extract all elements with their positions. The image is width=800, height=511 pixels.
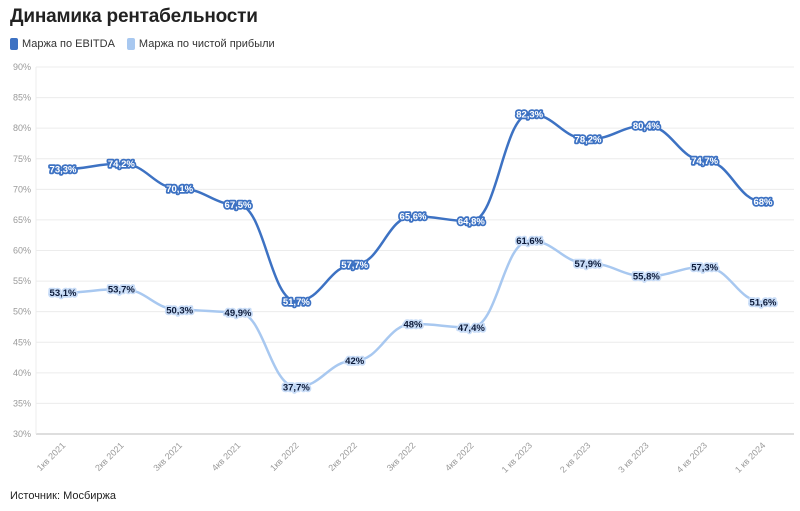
y-tick-label: 45% (13, 337, 31, 347)
data-label-net-profit: 57,9% (575, 259, 602, 270)
legend-label-net-profit: Маржа по чистой прибыли (138, 38, 275, 50)
y-tick-label: 30% (13, 429, 31, 439)
data-label-net-profit: 37,7% (283, 382, 310, 393)
x-tick-label: 4кв 2021 (210, 440, 243, 473)
data-label-net-profit: 53,7% (108, 285, 135, 296)
data-label-net-profit: 42% (345, 356, 365, 367)
line-chart: 30%35%40%45%50%55%60%65%70%75%80%85%90% … (13, 62, 794, 475)
data-label-ebitda: 68% (753, 197, 773, 208)
data-label-net-profit: 50,3% (166, 305, 193, 316)
legend-swatch-ebitda (10, 38, 18, 50)
y-tick-label: 85% (13, 93, 31, 103)
data-label-ebitda: 65,6% (400, 212, 427, 223)
x-tick-label: 4 кв 2023 (675, 440, 709, 474)
y-tick-label: 40% (13, 368, 31, 378)
data-label-net-profit: 55,8% (633, 272, 660, 283)
data-label-net-profit: 48% (403, 319, 423, 330)
legend-label-ebitda: Маржа по EBITDA (22, 38, 115, 50)
y-tick-label: 50% (13, 307, 31, 317)
data-label-ebitda: 70,1% (166, 184, 193, 195)
data-label-ebitda: 51,7% (283, 297, 310, 308)
x-axis: 1кв 2021 2кв 2021 3кв 2021 4кв 2021 1кв 2022… (35, 440, 768, 474)
series-line-net-profit (61, 239, 765, 389)
x-tick-label: 2 кв 2023 (558, 440, 592, 474)
data-label-ebitda: 64,8% (458, 217, 485, 228)
data-label-ebitda: 80,4% (633, 121, 660, 132)
y-tick-label: 65% (13, 215, 31, 225)
data-label-net-profit: 49,9% (225, 308, 252, 319)
chart-title: Динамика рентабельности (10, 6, 258, 27)
series-lines (61, 112, 765, 389)
legend: Маржа по EBITDA Маржа по чистой прибыли (10, 38, 287, 50)
x-tick-label: 1 кв 2023 (500, 440, 534, 474)
x-tick-label: 1 кв 2024 (733, 440, 767, 474)
data-label-net-profit: 51,6% (750, 297, 777, 308)
x-tick-label: 3кв 2021 (151, 440, 184, 473)
x-tick-label: 2кв 2022 (326, 440, 359, 473)
y-tick-label: 70% (13, 184, 31, 194)
data-labels: 73,3% 74,2% 70,1% 67,5% 51,7% 57,7% 65,6% 64,8%… (48, 108, 779, 395)
y-tick-label: 55% (13, 276, 31, 286)
x-tick-label: 3 кв 2023 (616, 440, 650, 474)
x-tick-label: 3кв 2022 (385, 440, 418, 473)
data-label-ebitda: 82,3% (516, 110, 543, 121)
source-note: Источник: Мосбиржа (10, 490, 117, 502)
legend-swatch-net-profit (126, 38, 135, 50)
y-tick-label: 35% (13, 398, 31, 408)
x-tick-label: 2кв 2021 (93, 440, 126, 473)
data-label-ebitda: 74,2% (108, 159, 135, 170)
data-label-net-profit: 47,4% (458, 323, 485, 334)
x-tick-label: 4кв 2022 (443, 440, 476, 473)
data-label-ebitda: 57,7% (341, 260, 368, 271)
data-label-net-profit: 53,1% (50, 288, 77, 299)
y-axis: 30% 35% 40% 45% 50% 55% 60% 65% 70% 75% 80% 85% 90% (13, 62, 31, 439)
x-tick-label: 1кв 2022 (268, 440, 301, 473)
legend-item-net-profit: Маржа по чистой прибыли (126, 38, 275, 50)
y-tick-label: 80% (13, 123, 31, 133)
data-label-ebitda: 73,3% (50, 165, 77, 176)
data-label-net-profit: 57,3% (691, 263, 718, 274)
data-label-ebitda: 67,5% (225, 200, 252, 211)
y-tick-label: 75% (13, 154, 31, 164)
grid (35, 66, 794, 435)
legend-item-ebitda: Маржа по EBITDA (10, 38, 115, 50)
data-label-ebitda: 74,7% (691, 156, 718, 167)
series-line-ebitda (61, 112, 765, 303)
data-label-net-profit: 61,6% (516, 236, 543, 247)
x-tick-label: 1кв 2021 (35, 440, 68, 473)
data-label-ebitda: 78,2% (575, 135, 602, 146)
y-tick-label: 90% (13, 62, 31, 72)
y-tick-label: 60% (13, 246, 31, 256)
